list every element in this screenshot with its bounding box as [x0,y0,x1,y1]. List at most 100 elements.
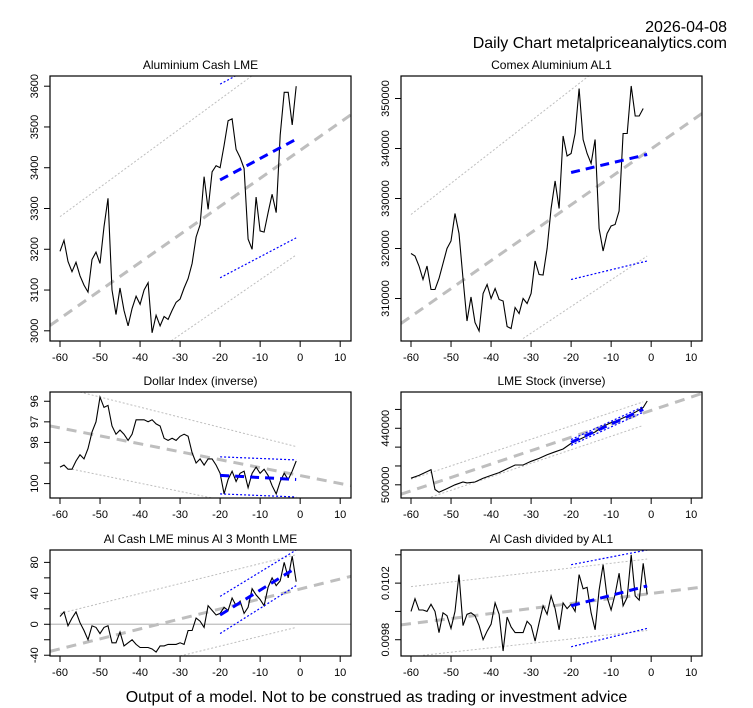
x-tick-label: -20 [212,667,228,679]
lower-band-line [71,468,213,498]
y-tick-label: 3600 [29,74,41,98]
x-tick-label: -30 [172,352,188,364]
y-tick-label: 350000 [380,80,392,117]
panel-lme-stock-inverse: LME Stock (inverse) -60 -50 -40 -30 -20 -10 0 10… [380,374,703,521]
y-tick-label: 320000 [380,230,392,267]
forecast-upper-line [220,456,297,461]
forecast-lower-line [219,585,297,635]
x-tick-label: 10 [334,352,346,364]
trend-line [50,574,351,653]
x-tick-label: 10 [334,509,346,521]
panel-al-cash-lme: Aluminium Cash LME -60 -50 -40 -30 -20 -10 0 10 3… [29,58,352,364]
x-tick-label: -50 [443,352,459,364]
forecast-lower-line [570,260,648,281]
panel-title: LME Stock (inverse) [497,374,605,388]
x-tick-label: -60 [403,667,419,679]
y-tick-label: 340000 [380,130,392,167]
lower-band-line [179,626,297,656]
panel-title: Aluminium Cash LME [143,58,258,72]
x-tick-label: -60 [52,667,68,679]
x-tick-label: -40 [132,667,148,679]
panel-al-cash-minus-3m: Al Cash LME minus Al 3 Month LME -60 -50 -4… [29,532,352,679]
trend-line [401,112,702,325]
trend-line [401,392,702,496]
plot-frame [400,549,703,657]
x-tick-label: -40 [132,509,148,521]
lower-band-line [422,630,648,656]
x-tick-label: 10 [685,509,697,521]
price-series-line [410,554,648,652]
forecast-lower-line [219,237,297,279]
x-tick-label: -20 [563,352,579,364]
upper-band-line [410,401,644,480]
x-tick-label: -10 [252,352,268,364]
plot-frame [49,549,352,657]
y-tick-label: 0.0102 [380,566,392,600]
forecast-line [570,408,644,444]
panel-al-cash-div-al1: Al Cash divided by AL1 -60 -50 -40 -30 -20 -10… [380,532,703,679]
upper-band-line [59,554,297,614]
forecast-line [570,584,648,608]
price-series-line [59,395,297,496]
x-tick-label: 10 [334,667,346,679]
x-tick-label: -60 [403,352,419,364]
x-tick-label: -40 [483,352,499,364]
y-tick-label: 310000 [380,280,392,317]
upper-band-line [59,76,253,218]
forecast-upper-line [570,406,644,441]
panel-title: Comex Aluminium AL1 [491,58,612,72]
x-tick-label: -40 [132,352,148,364]
x-tick-label: -50 [443,667,459,679]
x-tick-label: -10 [603,667,619,679]
forecast-upper-line [219,550,297,597]
x-tick-label: -50 [92,667,108,679]
x-tick-label: -10 [603,509,619,521]
trend-line [50,424,351,488]
x-tick-label: -40 [483,509,499,521]
plot-frame [49,391,352,499]
upper-band-line [79,392,297,448]
x-tick-label: -50 [443,509,459,521]
x-tick-label: -60 [403,509,419,521]
y-tick-label: 3500 [29,115,41,139]
chart-date: 2026-04-08 [645,19,727,36]
trend-line [50,113,351,327]
y-tick-label: 40 [29,587,41,599]
trend-line [401,585,702,627]
price-series-line [410,400,648,493]
panel-title: Dollar Index (inverse) [143,374,257,388]
price-series-line [59,556,297,653]
y-tick-label: 3100 [29,278,41,302]
panel-dollar-index-inverse: Dollar Index (inverse) -60 -50 -40 -30 -20 -10… [29,374,352,521]
x-tick-label: -30 [523,509,539,521]
x-tick-label: -60 [52,509,68,521]
x-tick-label: -20 [212,352,228,364]
disclaimer-footer: Output of a model. Not to be construed a… [125,689,628,706]
y-tick-label: 330000 [380,180,392,217]
plot-frame [400,75,703,342]
y-tick-label: 98 [29,436,41,448]
y-tick-label: 96 [29,395,41,407]
x-tick-label: -10 [252,509,268,521]
y-tick-label: 0 [29,621,41,627]
y-tick-label: 500000 [380,466,392,503]
y-tick-label: 3400 [29,155,41,179]
x-tick-label: -50 [92,352,108,364]
y-tick-label: 80 [29,556,41,568]
x-tick-label: -30 [172,509,188,521]
price-series-line [410,85,644,333]
upper-band-line [410,76,590,215]
lower-band-line [430,424,644,498]
x-tick-label: 10 [685,352,697,364]
x-tick-label: -60 [52,352,68,364]
x-tick-label: 0 [648,352,654,364]
chart-site-title: Daily Chart metalpriceanalytics.com [472,35,727,52]
x-tick-label: -30 [523,352,539,364]
x-tick-label: -10 [252,667,268,679]
forecast-lower-line [570,627,648,648]
x-tick-label: -30 [523,667,539,679]
forecast-line [220,473,297,481]
y-tick-label: 3000 [29,319,41,343]
x-tick-label: -20 [563,509,579,521]
